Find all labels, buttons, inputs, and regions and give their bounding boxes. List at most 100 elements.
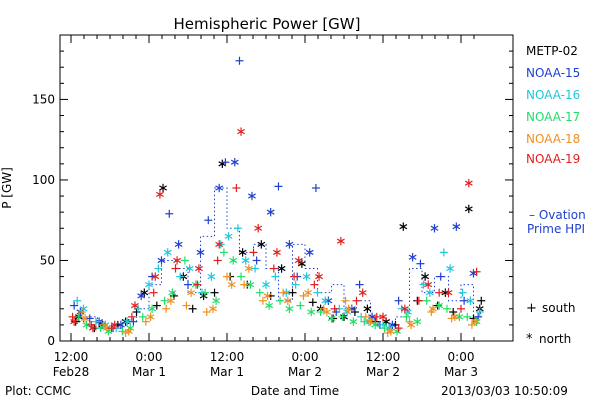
south-point — [299, 291, 308, 300]
south-point — [223, 272, 231, 281]
north-point-arm — [446, 265, 455, 272]
north-point-arm — [441, 290, 450, 296]
north-point — [238, 248, 247, 257]
north-point — [185, 264, 194, 273]
north-point — [277, 264, 286, 273]
legend-series-noaa-15: NOAA-15 — [526, 66, 580, 80]
north-point — [466, 296, 475, 305]
south-point — [355, 280, 364, 289]
south-legend-label: south — [542, 301, 576, 315]
x-tick-time: 0:00 — [448, 350, 475, 364]
south-point — [165, 209, 174, 218]
south-point — [449, 308, 458, 317]
north-point — [224, 232, 233, 241]
north-point — [168, 288, 177, 297]
north-point-arm — [174, 241, 183, 247]
north-point — [464, 204, 473, 214]
north-point — [244, 264, 253, 273]
north-point — [254, 224, 263, 233]
legend-series-noaa-19: NOAA-19 — [526, 152, 580, 166]
north-point — [166, 296, 175, 305]
x-tick-time: 12:00 — [210, 350, 245, 364]
footer-right: 2013/03/03 10:50:09 — [441, 384, 568, 398]
south-point — [361, 312, 370, 321]
north-point-arm — [294, 257, 303, 264]
north-point-arm — [196, 249, 205, 256]
south-point — [360, 317, 369, 326]
x-axis-label: Date and Time — [251, 384, 339, 398]
north-point — [322, 307, 331, 317]
south-point — [219, 248, 228, 257]
north-point — [124, 327, 133, 336]
x-tick-date: Mar 3 — [444, 365, 478, 379]
x-tick-time: 12:00 — [366, 350, 401, 364]
south-point — [475, 308, 484, 317]
north-point — [285, 304, 294, 313]
south-point — [251, 264, 260, 273]
north-point-arm — [218, 161, 227, 167]
north-point-arm — [263, 293, 272, 299]
north-point-arm — [215, 185, 224, 191]
y-tick-label: 150 — [32, 92, 55, 106]
south-point — [258, 296, 267, 305]
plot-frame — [59, 34, 514, 342]
north-point-arm — [344, 306, 353, 312]
south-point — [252, 256, 261, 265]
north-point — [266, 207, 275, 217]
north-legend-label: north — [539, 332, 571, 346]
x-tick-date: Mar 2 — [366, 365, 400, 379]
north-point — [248, 191, 256, 201]
south-point — [296, 301, 305, 310]
north-point — [444, 288, 453, 297]
south-point — [477, 296, 486, 305]
south-point — [193, 280, 202, 289]
north-point-arm — [70, 319, 79, 325]
south-point — [70, 301, 79, 310]
north-point — [471, 317, 479, 326]
legend-series-noaa-17: NOAA-17 — [526, 110, 580, 124]
north-point — [148, 304, 157, 313]
north-point — [435, 301, 444, 310]
north-point-arm — [315, 273, 323, 280]
north-point-arm — [464, 206, 473, 212]
south-point — [91, 317, 100, 326]
south-point — [288, 288, 297, 297]
north-point — [441, 288, 450, 297]
north-point-arm — [379, 314, 387, 320]
north-point — [123, 317, 132, 326]
north-point-arm — [428, 306, 437, 312]
north-point — [425, 288, 434, 297]
south-point — [414, 296, 423, 305]
north-point — [207, 272, 216, 281]
north-point-arm — [79, 306, 88, 312]
x-tick-date: Feb28 — [53, 365, 90, 379]
north-point-arm — [254, 225, 263, 231]
north-point-arm — [137, 293, 146, 299]
north-point-arm — [430, 225, 439, 231]
north-point-arm — [244, 265, 253, 272]
south-point — [308, 298, 317, 307]
north-point — [110, 320, 119, 330]
north-point-arm — [238, 249, 247, 256]
north-point — [472, 317, 481, 326]
north-point — [272, 248, 281, 257]
south-point — [85, 314, 94, 323]
south-point — [149, 288, 158, 297]
north-point — [81, 314, 89, 323]
y-tick-label: 0 — [47, 334, 55, 348]
y-tick-label: 100 — [32, 173, 55, 187]
x-tick-time: 0:00 — [136, 350, 163, 364]
south-point — [338, 312, 347, 321]
north-point-arm — [121, 319, 130, 325]
north-point — [157, 256, 166, 265]
north-point — [246, 280, 255, 289]
south-point — [68, 312, 77, 321]
north-point-arm — [304, 290, 313, 296]
south-point — [154, 264, 163, 273]
north-point-arm — [466, 298, 475, 304]
north-point-arm — [472, 319, 481, 325]
north-point-arm — [104, 328, 113, 334]
north-point — [413, 317, 422, 326]
